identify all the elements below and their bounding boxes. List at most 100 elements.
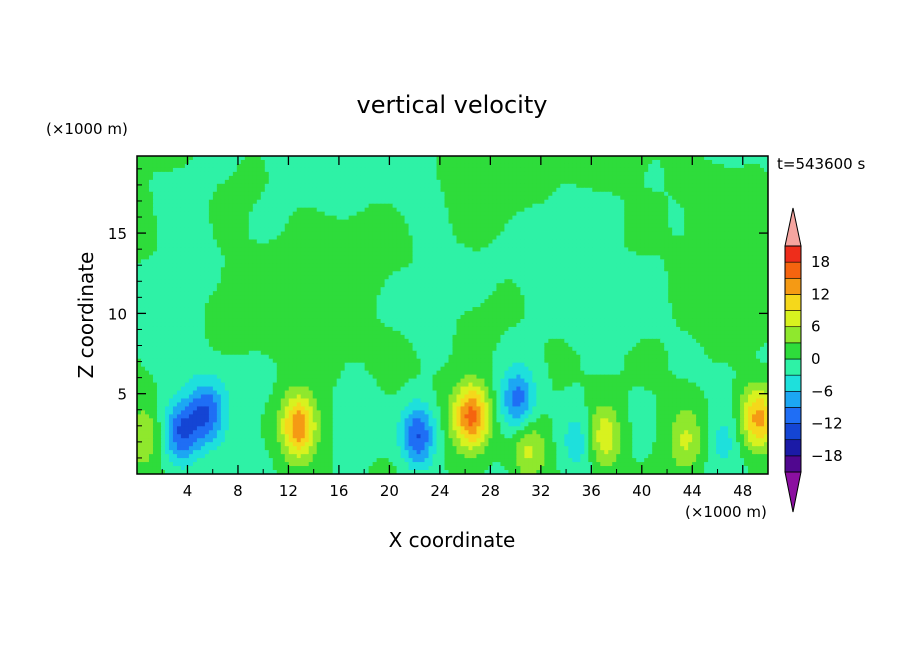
field-cell bbox=[472, 279, 478, 284]
field-cell bbox=[312, 211, 318, 217]
field-cell bbox=[448, 239, 454, 245]
field-cell bbox=[564, 195, 569, 201]
field-cell bbox=[600, 167, 605, 173]
field-cell bbox=[300, 271, 306, 276]
field-cell bbox=[156, 187, 162, 193]
field-cell bbox=[616, 251, 621, 256]
field-cell bbox=[400, 263, 406, 268]
field-cell bbox=[500, 159, 506, 165]
field-cell bbox=[228, 255, 234, 260]
field-cell bbox=[396, 211, 402, 217]
field-cell bbox=[692, 211, 697, 217]
field-cell bbox=[196, 235, 202, 241]
field-cell bbox=[392, 203, 398, 209]
field-cell bbox=[308, 227, 314, 233]
field-cell bbox=[356, 183, 362, 189]
field-cell bbox=[137, 175, 142, 181]
field-cell bbox=[464, 175, 470, 181]
field-cell bbox=[192, 156, 198, 161]
field-cell bbox=[528, 156, 533, 161]
field-cell bbox=[656, 167, 661, 173]
field-cell bbox=[380, 171, 386, 177]
field-cell bbox=[536, 191, 541, 197]
field-cell bbox=[164, 159, 170, 165]
field-cell bbox=[244, 247, 250, 253]
field-cell bbox=[196, 219, 202, 225]
field-cell bbox=[688, 263, 693, 268]
field-cell bbox=[232, 199, 238, 205]
field-cell bbox=[140, 156, 146, 161]
field-cell bbox=[652, 227, 657, 233]
field-cell bbox=[648, 243, 653, 249]
field-cell bbox=[368, 159, 374, 165]
x-axis-unit: (×1000 m) bbox=[685, 503, 767, 521]
field-cell bbox=[264, 259, 270, 264]
field-cell bbox=[436, 251, 442, 256]
field-cell bbox=[232, 247, 238, 253]
field-cell bbox=[532, 275, 537, 280]
field-cell bbox=[340, 211, 346, 217]
field-cell bbox=[432, 239, 438, 245]
field-cell bbox=[724, 251, 729, 256]
field-cell bbox=[684, 159, 689, 165]
field-cell bbox=[368, 199, 374, 205]
field-cell bbox=[196, 243, 202, 249]
field-cell bbox=[688, 191, 693, 197]
field-cell bbox=[156, 219, 162, 225]
field-cell bbox=[660, 243, 665, 249]
field-cell bbox=[332, 195, 338, 201]
field-cell bbox=[324, 231, 330, 237]
field-cell bbox=[724, 187, 729, 193]
field-cell bbox=[236, 171, 242, 177]
field-cell bbox=[736, 207, 741, 213]
field-cell bbox=[312, 163, 318, 169]
field-cell bbox=[428, 199, 434, 205]
field-cell bbox=[440, 275, 446, 280]
field-cell bbox=[720, 223, 725, 229]
field-cell bbox=[488, 179, 494, 185]
field-cell bbox=[300, 156, 306, 161]
field-cell bbox=[476, 175, 482, 181]
field-cell bbox=[424, 179, 430, 185]
field-cell bbox=[576, 167, 581, 173]
field-cell bbox=[412, 195, 418, 201]
field-cell bbox=[536, 223, 541, 229]
field-cell bbox=[316, 163, 322, 169]
field-cell bbox=[200, 267, 206, 272]
field-cell bbox=[600, 223, 605, 229]
field-cell bbox=[564, 223, 569, 229]
field-cell bbox=[612, 219, 617, 225]
field-cell bbox=[636, 267, 641, 272]
field-cell bbox=[572, 251, 577, 256]
field-cell bbox=[216, 191, 222, 197]
field-cell bbox=[348, 207, 354, 213]
field-cell bbox=[572, 263, 577, 268]
field-cell bbox=[604, 195, 609, 201]
field-cell bbox=[532, 187, 537, 193]
field-cell bbox=[156, 207, 162, 213]
field-cell bbox=[552, 163, 557, 169]
field-cell bbox=[596, 199, 601, 205]
field-cell bbox=[300, 267, 306, 272]
field-cell bbox=[676, 187, 681, 193]
field-cell bbox=[632, 179, 637, 185]
field-cell bbox=[228, 203, 234, 209]
field-cell bbox=[468, 275, 474, 280]
field-cell bbox=[624, 203, 629, 209]
field-cell bbox=[736, 191, 741, 197]
field-cell bbox=[632, 187, 637, 193]
field-cell bbox=[608, 243, 613, 249]
field-cell bbox=[532, 159, 537, 165]
field-cell bbox=[532, 175, 537, 181]
field-cell bbox=[376, 187, 382, 193]
field-cell bbox=[600, 275, 605, 280]
field-cell bbox=[704, 175, 709, 181]
field-cell bbox=[680, 235, 685, 241]
field-cell bbox=[444, 279, 450, 284]
field-cell bbox=[592, 243, 597, 249]
field-cell bbox=[172, 199, 178, 205]
field-cell bbox=[200, 243, 206, 249]
field-cell bbox=[564, 199, 569, 205]
field-cell bbox=[172, 239, 178, 245]
field-cell bbox=[384, 247, 390, 253]
